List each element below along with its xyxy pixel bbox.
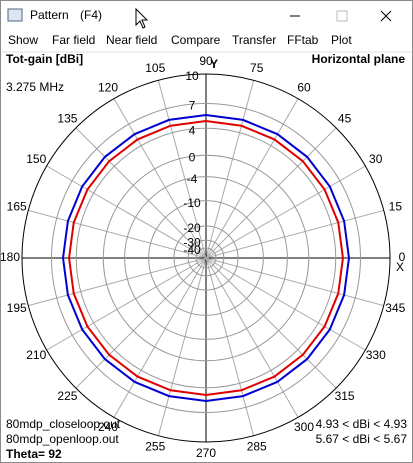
radial-grid-circle [148, 200, 264, 316]
radial-grid-circle [173, 225, 239, 291]
window-title: Pattern [30, 8, 69, 22]
legend-range: 5.67 < dBi < 5.67 [316, 432, 408, 446]
radial-grid-circle [75, 127, 337, 389]
radial-grid-circle [195, 247, 217, 269]
radial-grid-circle [187, 239, 225, 277]
radial-grid-circle [124, 176, 288, 340]
angle-tick-label: 75 [250, 61, 264, 75]
angular-grid-line [28, 257, 207, 307]
angle-tick-label: 0 [399, 250, 406, 264]
radial-tick-label: -20 [183, 221, 201, 235]
angular-grid-line [205, 127, 337, 259]
chart-title: Horizontal plane [312, 52, 406, 66]
menu-item[interactable]: Compare [171, 33, 221, 47]
angle-tick-label: 135 [57, 112, 77, 126]
radial-tick-label: 0 [189, 150, 196, 164]
pattern-line [68, 120, 344, 396]
axis-x-name: X [396, 260, 404, 274]
angle-tick-label: 270 [196, 446, 216, 460]
radial-grid-circle [102, 154, 310, 362]
menu-item[interactable]: Transfer [232, 33, 276, 47]
axis-y-name: Y [210, 57, 218, 71]
radial-tick-label: 10 [185, 69, 199, 83]
angle-tick-label: 240 [98, 420, 118, 434]
angle-tick-label: 195 [7, 301, 27, 315]
angle-tick-label: 90 [199, 54, 213, 68]
angular-grid-line [46, 257, 207, 351]
legend-entry: 80mdp_openloop.out [6, 432, 119, 446]
radial-tick-label: -10 [183, 196, 201, 210]
angular-grid-line [113, 257, 207, 418]
menu-item[interactable]: Near field [106, 33, 157, 47]
pattern-line [62, 114, 350, 402]
angular-grid-line [157, 80, 207, 259]
radial-tick-label: -40 [183, 243, 201, 257]
angle-tick-label: 45 [338, 112, 352, 126]
angular-grid-line [75, 127, 207, 259]
angle-tick-label: 120 [98, 80, 118, 94]
app-icon [7, 8, 23, 22]
angular-grid-line [205, 257, 384, 307]
menu-item[interactable]: Show [8, 33, 38, 47]
angular-grid-line [205, 80, 255, 259]
radial-tick-label: -4 [187, 172, 198, 186]
radial-grid-circle [51, 103, 361, 413]
menu-item[interactable]: Plot [331, 33, 352, 47]
radial-grid-circle [21, 73, 391, 443]
window-shortcut: (F4) [80, 8, 102, 22]
angle-tick-label: 165 [7, 199, 27, 213]
angular-grid-line [205, 257, 337, 389]
angle-tick-label: 105 [145, 61, 165, 75]
menu-item[interactable]: Far field [52, 33, 95, 47]
theta-label: Theta= 92 [6, 447, 62, 461]
radial-tick-label: -30 [183, 235, 201, 249]
radial-tick-label: 7 [189, 99, 196, 113]
angular-grid-line [46, 165, 207, 259]
polar-plot: Tot-gain [dBi] Horizontal plane 3.275 MHz 0… [0, 52, 407, 461]
angular-grid-line [205, 257, 366, 351]
angle-tick-label: 180 [0, 250, 20, 264]
angular-grid-line [205, 257, 299, 418]
angular-grid-line [205, 257, 255, 436]
angle-tick-label: 30 [369, 152, 383, 166]
mouse-cursor [135, 7, 149, 29]
close-button[interactable] [380, 10, 392, 22]
angular-grid-line [113, 98, 207, 259]
angle-tick-label: 315 [335, 389, 355, 403]
radial-tick-label: 4 [189, 123, 196, 137]
angle-tick-label: 150 [26, 152, 46, 166]
menu-item[interactable]: FFtab [287, 33, 319, 47]
menu-bar: Show Far field Near field Compare Transfer FF… [8, 33, 352, 47]
y-axis-label: Tot-gain [dBi] [6, 52, 83, 66]
angle-tick-label: 60 [297, 80, 311, 94]
angular-grid-line [205, 165, 366, 259]
legend-range: 4.93 < dBi < 4.93 [316, 417, 408, 431]
angular-grid-line [205, 98, 299, 259]
angle-tick-label: 255 [145, 439, 165, 453]
maximize-button[interactable] [336, 10, 348, 22]
angle-tick-label: 300 [294, 420, 314, 434]
angle-tick-label: 330 [366, 348, 386, 362]
angle-tick-label: 15 [389, 199, 403, 213]
chart-subtitle: 3.275 MHz [6, 80, 64, 94]
legend-entry: 80mdp_closeloop.out [6, 417, 121, 431]
angular-grid-line [75, 257, 207, 389]
angle-tick-label: 345 [385, 301, 405, 315]
angle-tick-label: 285 [247, 439, 267, 453]
angular-grid-line [157, 257, 207, 436]
angular-grid-line [28, 209, 207, 259]
angular-grid-line [205, 209, 384, 259]
angle-tick-label: 225 [57, 389, 77, 403]
angle-tick-label: 210 [26, 348, 46, 362]
